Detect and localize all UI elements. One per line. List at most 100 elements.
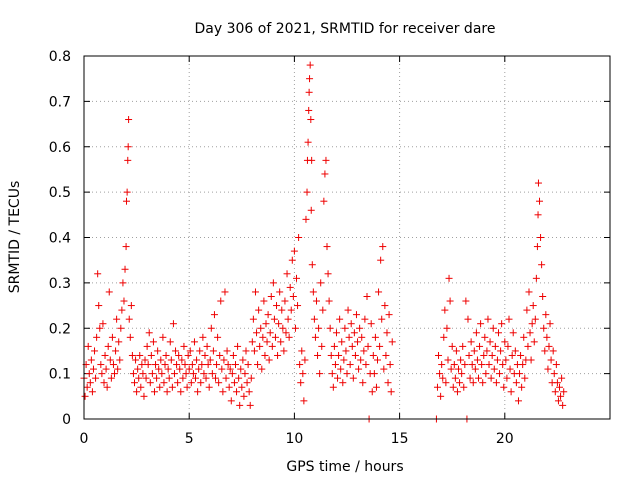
data-point — [263, 338, 271, 346]
data-point — [550, 370, 558, 378]
data-point — [378, 315, 386, 323]
data-point — [207, 324, 215, 332]
data-point — [121, 265, 129, 273]
data-point — [443, 324, 451, 332]
data-point — [386, 361, 394, 369]
data-point — [542, 311, 550, 319]
data-point — [466, 374, 474, 382]
data-point — [281, 297, 289, 305]
data-point — [227, 397, 235, 405]
data-point — [142, 374, 150, 382]
x-tick-label: 20 — [496, 431, 514, 447]
data-point — [113, 315, 121, 323]
data-point — [123, 188, 131, 196]
data-point — [317, 279, 325, 287]
data-point — [514, 397, 522, 405]
data-point — [546, 320, 554, 328]
data-point — [343, 370, 351, 378]
data-point — [285, 333, 293, 341]
data-point — [226, 365, 234, 373]
data-point — [475, 374, 482, 382]
data-point — [315, 324, 323, 332]
y-tick-label: 0.6 — [49, 140, 71, 156]
data-point — [552, 361, 560, 369]
data-point — [554, 397, 562, 405]
data-point — [89, 365, 97, 373]
x-tick-label: 10 — [285, 431, 303, 447]
data-point — [247, 374, 255, 382]
data-point — [192, 374, 200, 382]
data-point — [140, 392, 148, 400]
data-point — [326, 324, 334, 332]
data-point — [455, 365, 463, 373]
data-point — [100, 379, 108, 387]
data-point — [437, 392, 445, 400]
data-point — [206, 356, 214, 364]
data-point — [180, 342, 188, 350]
data-point — [328, 370, 336, 378]
data-point — [446, 297, 454, 305]
data-point — [299, 370, 307, 378]
data-point — [345, 333, 353, 341]
data-point — [244, 361, 252, 369]
data-point — [120, 297, 128, 305]
grid — [84, 56, 610, 419]
data-point — [156, 383, 164, 391]
data-point — [336, 315, 344, 323]
data-point — [323, 243, 331, 251]
data-point — [287, 306, 295, 314]
data-point — [320, 197, 328, 205]
data-point — [119, 279, 127, 287]
data-point — [216, 351, 224, 359]
data-point — [297, 379, 305, 387]
data-point — [534, 179, 542, 187]
data-point — [224, 361, 232, 369]
data-point — [262, 320, 270, 328]
data-point — [465, 351, 473, 359]
data-point — [480, 351, 488, 359]
data-point — [141, 356, 149, 364]
data-point — [305, 106, 313, 114]
data-point — [551, 388, 559, 396]
data-point — [153, 374, 161, 382]
data-point — [518, 383, 526, 391]
data-point — [371, 333, 379, 341]
data-point — [127, 302, 135, 310]
data-point — [274, 351, 282, 359]
data-point — [172, 347, 180, 355]
data-point — [167, 356, 175, 364]
data-point — [189, 370, 197, 378]
data-point — [382, 351, 390, 359]
data-point — [261, 351, 269, 359]
data-point — [481, 333, 489, 341]
data-point — [87, 356, 95, 364]
data-point — [361, 315, 369, 323]
data-point — [467, 338, 475, 346]
data-point — [229, 351, 237, 359]
data-point — [556, 383, 564, 391]
data-point — [214, 333, 222, 341]
data-point — [155, 365, 163, 373]
data-point — [303, 188, 311, 196]
data-point — [506, 365, 514, 373]
data-point — [159, 333, 167, 341]
data-point — [275, 320, 283, 328]
data-point — [123, 197, 131, 205]
data-point — [149, 338, 157, 346]
data-point — [490, 365, 498, 373]
data-point — [230, 379, 238, 387]
data-point — [372, 383, 380, 391]
data-point — [256, 342, 264, 350]
data-point — [203, 342, 211, 350]
data-point — [115, 338, 123, 346]
data-point — [439, 374, 447, 382]
data-point — [97, 361, 105, 369]
data-point — [541, 347, 549, 355]
data-point — [280, 347, 288, 355]
data-point — [146, 379, 154, 387]
data-point — [468, 361, 476, 369]
data-point — [379, 243, 387, 251]
data-point — [337, 365, 345, 373]
data-point — [190, 338, 198, 346]
data-point — [444, 356, 452, 364]
